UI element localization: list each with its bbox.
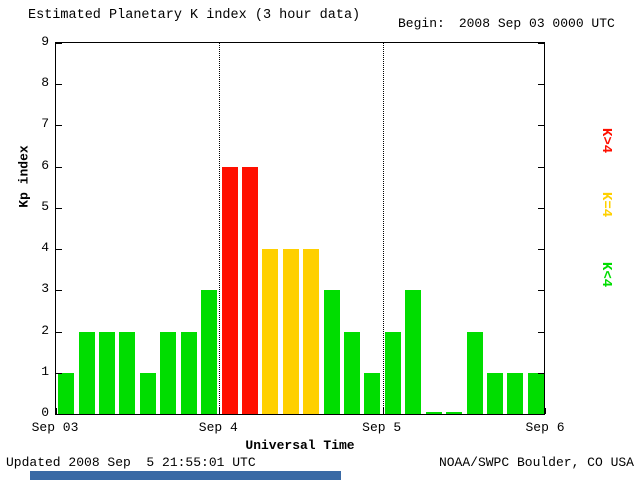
begin-label: Begin: [398, 16, 445, 31]
kp-bar [344, 331, 360, 414]
y-tick [56, 331, 62, 333]
y-tick [538, 372, 544, 374]
day-boundary-line [219, 43, 221, 414]
x-tick [545, 408, 546, 414]
y-tick [538, 331, 544, 333]
kp-bar [486, 372, 503, 414]
y-tick [56, 43, 62, 44]
x-axis-title: Universal Time [245, 438, 355, 453]
source-attribution: NOAA/SWPC Boulder, CO USA [438, 455, 634, 470]
kp-bar [99, 331, 115, 414]
kp-bar [527, 372, 544, 414]
y-tick [538, 290, 544, 292]
y-tick-label: 9 [41, 34, 49, 49]
kp-bar [78, 331, 95, 414]
kp-bar [201, 290, 218, 414]
y-tick [538, 43, 544, 44]
kp-bar [446, 412, 463, 414]
y-tick-label: 4 [41, 240, 49, 256]
y-tick-label: 6 [41, 157, 49, 173]
y-tick [56, 84, 62, 86]
y-tick [56, 414, 62, 415]
y-tick [56, 249, 62, 251]
y-tick-label: 7 [41, 116, 49, 132]
y-tick [56, 166, 62, 168]
x-tick [219, 408, 221, 414]
y-tick-label: 1 [41, 363, 49, 379]
kp-bar [221, 166, 238, 414]
y-tick [538, 166, 544, 168]
plot-area [55, 42, 546, 415]
begin-line: Begin: 2008 Sep 03 0000 UTC [398, 16, 615, 31]
kp-bar [323, 290, 340, 414]
bottom-blue-bar [30, 471, 341, 480]
kp-bar [364, 372, 381, 414]
y-tick [56, 290, 62, 292]
y-axis-title: Kp index [16, 145, 32, 208]
y-tick [56, 125, 62, 127]
kp-bar [282, 249, 299, 414]
legend-k-lt-4: K<4 [598, 262, 614, 288]
kp-bar [180, 331, 197, 414]
y-tick-label: 8 [41, 75, 49, 91]
y-tick [538, 249, 544, 251]
kp-bar [405, 290, 422, 414]
kp-bar [384, 331, 401, 414]
kp-bar [262, 249, 279, 414]
chart-title: Estimated Planetary K index (3 hour data… [28, 8, 361, 23]
y-tick [538, 414, 544, 415]
begin-value: 2008 Sep 03 0000 UTC [458, 16, 615, 31]
y-tick-label: 0 [41, 405, 49, 420]
x-tick-label: Sep 4 [198, 420, 238, 435]
y-tick-label: 2 [41, 322, 49, 338]
y-tick [56, 372, 62, 374]
kp-bar [303, 249, 320, 414]
y-tick [56, 207, 62, 209]
updated-timestamp: Updated 2008 Sep 5 21:55:01 UTC [6, 455, 256, 470]
x-tick [56, 408, 57, 414]
y-tick-label: 3 [41, 281, 49, 297]
kp-bar [425, 412, 442, 414]
day-boundary-line [382, 43, 384, 414]
kp-bar [466, 331, 483, 414]
y-tick [538, 84, 544, 86]
x-tick-label: Sep 5 [362, 420, 402, 435]
kp-bar [241, 166, 258, 414]
kp-bar [160, 331, 177, 414]
x-tick-label: Sep 6 [525, 420, 565, 435]
y-tick-label: 5 [41, 198, 49, 214]
kp-bar [139, 372, 156, 414]
y-tick [538, 125, 544, 127]
x-tick-label: Sep 03 [31, 420, 79, 435]
legend-k-eq-4: K=4 [598, 192, 614, 218]
legend-k-gt-4: K>4 [598, 128, 614, 154]
y-tick [538, 207, 544, 209]
kp-bar [119, 331, 136, 414]
kp-bar [58, 372, 75, 414]
x-tick [382, 408, 384, 414]
kp-bar [507, 372, 524, 414]
